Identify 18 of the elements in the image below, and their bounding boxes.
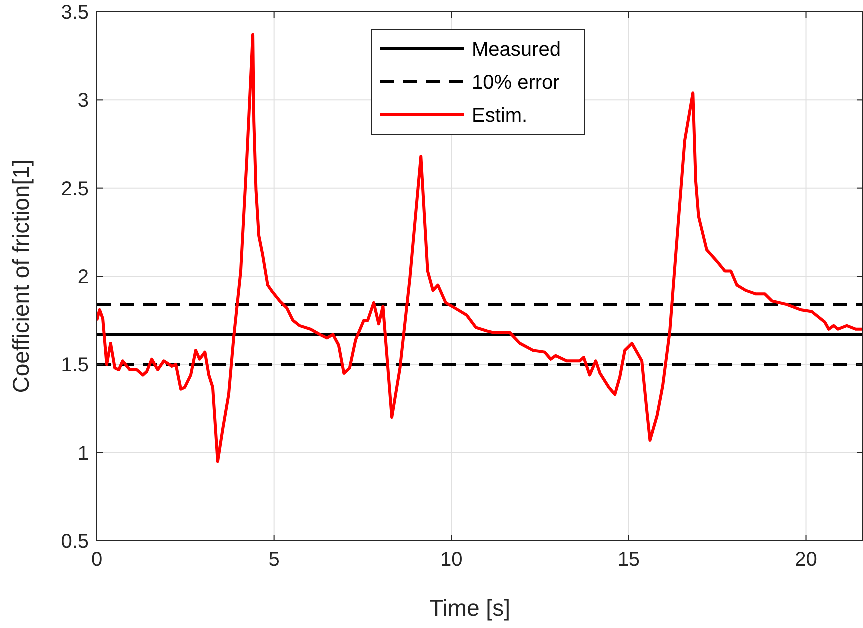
legend-label: 10% error — [472, 72, 560, 94]
line-series — [97, 33, 863, 464]
x-tick-label: 0 — [91, 549, 103, 571]
y-tick-label: 0.5 — [61, 531, 89, 553]
y-tick-label: 1 — [78, 442, 89, 465]
legend-label: Estim. — [472, 105, 528, 127]
x-tick-label: 5 — [268, 549, 280, 571]
y-tick-label: 3 — [78, 90, 89, 112]
y-axis-title: Coefficient of friction[1] — [8, 160, 34, 394]
y-tick-label: 3.5 — [61, 2, 89, 24]
legend-label: Measured — [472, 39, 561, 61]
x-tick-label: 10 — [440, 549, 463, 571]
y-tick-label: 2.5 — [61, 178, 89, 200]
x-tick-label: 20 — [795, 549, 818, 571]
y-tick-label: 1.5 — [61, 354, 89, 377]
x-axis-title: Time [s] — [430, 595, 510, 621]
y-tick-label: 2 — [78, 266, 89, 288]
x-tick-label: 15 — [618, 549, 640, 571]
